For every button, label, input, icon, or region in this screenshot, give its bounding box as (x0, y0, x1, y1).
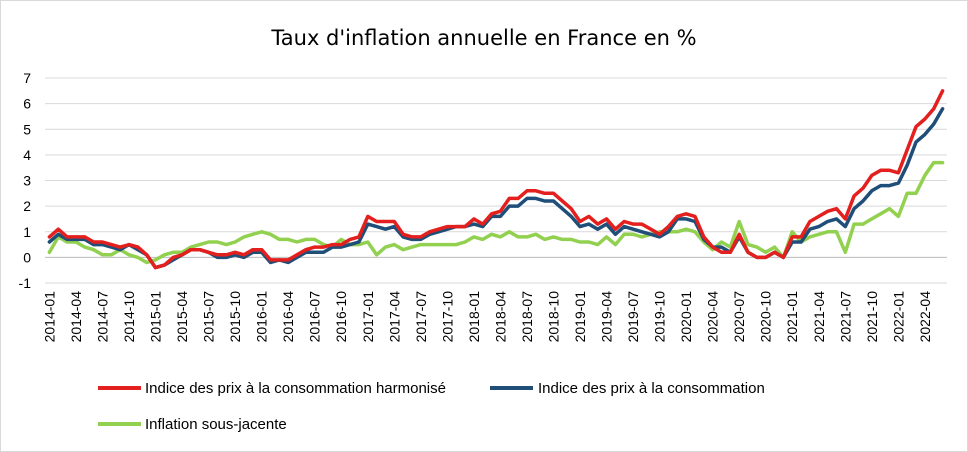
x-tick-label: 2016-07 (307, 291, 323, 343)
x-tick-label: 2019-01 (572, 291, 588, 343)
x-tick-label: 2020-04 (705, 291, 721, 343)
x-axis: 2014-01 2014-04 2014-07 2014-10 2015-01 2015-… (41, 256, 947, 343)
x-tick-label: 2019-04 (599, 291, 615, 343)
x-tick-label: 2014-01 (41, 291, 57, 343)
y-tick-label: 1 (23, 224, 31, 240)
series-line-ipch (47, 89, 945, 270)
legend: Indice des prix à la consommation harmon… (98, 380, 765, 433)
x-tick-label: 2015-04 (174, 291, 190, 343)
x-tick-label: 2021-01 (784, 291, 800, 343)
chart-title: Taux d'inflation annuelle en France en % (270, 26, 696, 50)
x-tick-label: 2017-01 (360, 291, 376, 343)
series-line-ipc (47, 107, 945, 270)
x-tick-label: 2022-04 (917, 291, 933, 343)
legend-item-ipc: Indice des prix à la consommation (490, 380, 765, 397)
x-tick-label: 2017-07 (413, 291, 429, 343)
y-tick-label: -1 (19, 275, 32, 291)
series-lines (47, 89, 945, 270)
y-tick-label: 2 (23, 198, 31, 214)
x-tick-label: 2014-07 (94, 291, 110, 343)
x-tick-label: 2021-10 (864, 291, 880, 343)
x-tick-label: 2018-10 (545, 291, 561, 343)
y-tick-label: 4 (23, 147, 31, 163)
x-tick-label: 2015-01 (148, 291, 164, 343)
x-tick-label: 2019-07 (625, 291, 641, 343)
legend-item-ipch: Indice des prix à la consommation harmon… (98, 380, 446, 397)
x-tick-label: 2020-10 (758, 291, 774, 343)
x-tick-label: 2021-07 (837, 291, 853, 343)
y-tick-label: 3 (23, 173, 31, 189)
x-tick-label: 2015-07 (201, 291, 217, 343)
legend-label-ipch: Indice des prix à la consommation harmon… (145, 380, 446, 397)
x-tick-label: 2014-04 (68, 291, 84, 343)
x-tick-label: 2018-04 (492, 291, 508, 343)
x-tick-label: 2014-10 (121, 291, 137, 343)
series-line-core (47, 160, 945, 265)
x-tick-label: 2018-07 (519, 291, 535, 343)
x-tick-label: 2016-01 (254, 291, 270, 343)
x-tick-label: 2020-07 (731, 291, 747, 343)
x-tick-label: 2021-04 (811, 291, 827, 343)
legend-label-core: Inflation sous-jacente (145, 416, 287, 433)
y-tick-label: 5 (23, 121, 31, 137)
legend-label-ipc: Indice des prix à la consommation (538, 380, 765, 397)
x-tick-label: 2022-01 (890, 291, 906, 343)
x-tick-label: 2017-04 (386, 291, 402, 343)
x-tick-label: 2016-10 (333, 291, 349, 343)
x-tick-label: 2020-01 (678, 291, 694, 343)
x-tick-label: 2016-04 (280, 291, 296, 343)
x-tick-label: 2019-10 (652, 291, 668, 343)
y-tick-label: 0 (23, 249, 31, 265)
y-axis: -1 0 1 2 3 4 5 6 7 (19, 70, 32, 291)
y-tick-label: 6 (23, 96, 31, 112)
legend-item-core: Inflation sous-jacente (98, 416, 287, 433)
y-tick-label: 7 (23, 70, 31, 86)
x-tick-label: 2015-10 (227, 291, 243, 343)
x-tick-label: 2018-01 (466, 291, 482, 343)
x-tick-label: 2017-10 (439, 291, 455, 343)
